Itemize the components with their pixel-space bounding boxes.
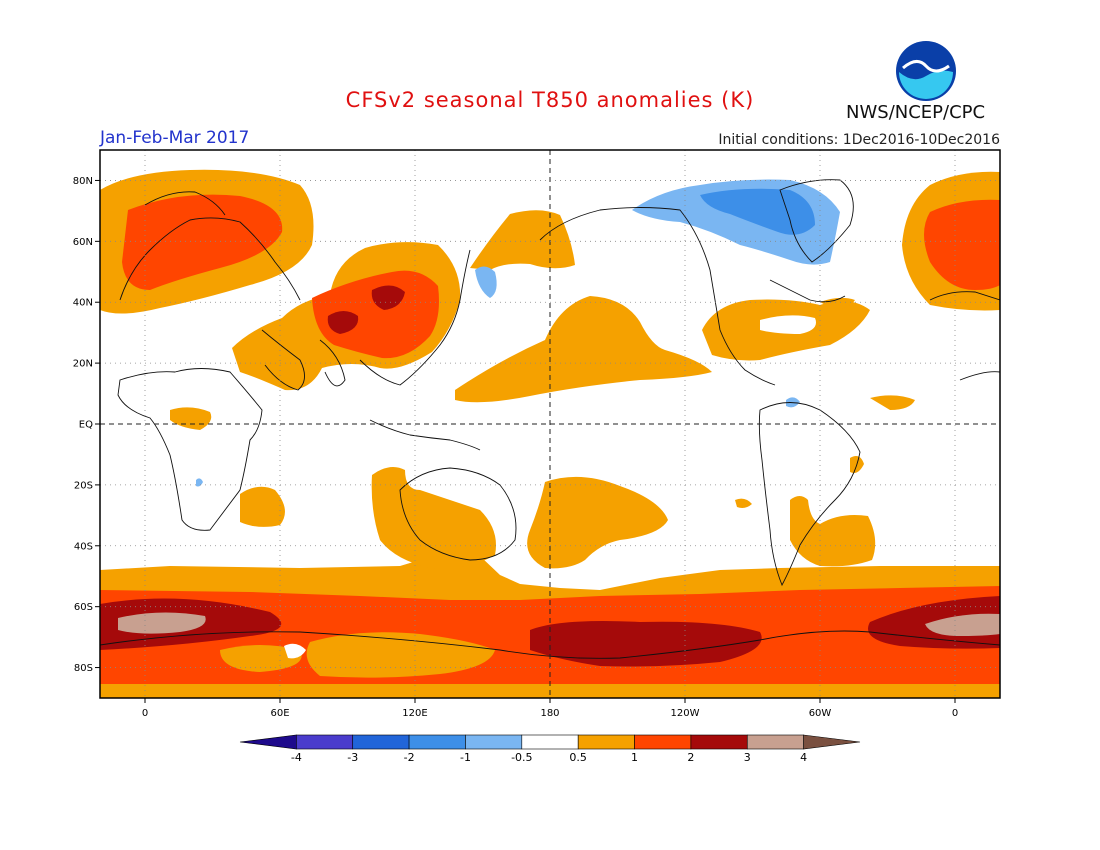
tropical-pacific-anomaly bbox=[455, 296, 712, 403]
lat-tick-label: 40S bbox=[74, 541, 93, 552]
europe-anomaly bbox=[100, 169, 314, 314]
colorbar-label: -1 bbox=[460, 751, 471, 764]
colorbar-label: 1 bbox=[631, 751, 638, 764]
colorbar-bin bbox=[577, 734, 635, 750]
colorbar-label: 4 bbox=[800, 751, 807, 764]
latitude-ticks: 80N 60N 40N 20N EQ 20S 40S 60S 80S bbox=[73, 176, 100, 674]
lat-tick-label: 20N bbox=[73, 359, 93, 370]
coastlines bbox=[100, 179, 1000, 659]
colorbar-label: 0.5 bbox=[569, 751, 587, 764]
north-pacific-anomaly bbox=[470, 210, 575, 270]
lat-tick-label: 60N bbox=[73, 237, 93, 248]
lat-tick-label: 40N bbox=[73, 298, 93, 309]
initial-conditions-label: Initial conditions: 1Dec2016-10Dec2016 bbox=[718, 132, 1000, 148]
colorbar-label: -2 bbox=[404, 751, 415, 764]
figure-title: CFSv2 seasonal T850 anomalies (K) bbox=[345, 88, 755, 112]
lat-tick-label: 20S bbox=[74, 480, 93, 491]
colorbar-bin bbox=[634, 734, 692, 750]
asia-anomaly bbox=[232, 242, 461, 391]
south-indian-anomaly bbox=[240, 466, 496, 569]
colorbar-label: -3 bbox=[347, 751, 358, 764]
noaa-logo bbox=[895, 40, 957, 102]
canada-cold-anomaly bbox=[196, 179, 840, 487]
colorbar-bin bbox=[746, 734, 804, 750]
lon-tick-label: 120E bbox=[402, 708, 427, 719]
period-label: Jan-Feb-Mar 2017 bbox=[100, 128, 250, 148]
colorbar-bin bbox=[465, 734, 523, 750]
colorbar: -4 -3 -2 -1 -0.5 0.5 1 2 3 4 bbox=[239, 734, 861, 764]
lon-tick-label: 0 bbox=[142, 708, 148, 719]
lon-tick-label: 60W bbox=[809, 708, 832, 719]
lon-tick-label: 0 bbox=[952, 708, 958, 719]
lon-tick-label: 180 bbox=[540, 708, 559, 719]
colorbar-bin bbox=[521, 734, 579, 750]
lon-tick-label: 60E bbox=[270, 708, 289, 719]
colorbar-bin bbox=[408, 734, 466, 750]
colorbar-bin bbox=[296, 734, 354, 750]
map-grid bbox=[100, 150, 1000, 698]
colorbar-label: -4 bbox=[291, 751, 302, 764]
north-atlantic-anomaly bbox=[702, 297, 870, 361]
colorbar-bin bbox=[803, 734, 861, 750]
colorbar-bin bbox=[690, 734, 748, 750]
colorbar-label: 3 bbox=[744, 751, 751, 764]
colorbar-label: 2 bbox=[687, 751, 694, 764]
longitude-ticks: 0 60E 120E 180 120W 60W 0 bbox=[142, 698, 958, 719]
lat-tick-label: EQ bbox=[79, 420, 93, 431]
south-pacific-anomaly bbox=[527, 476, 752, 569]
lat-tick-label: 80S bbox=[74, 663, 93, 674]
colorbar-bin bbox=[239, 734, 297, 750]
colorbar-label: -0.5 bbox=[511, 751, 532, 764]
agency-label: NWS/NCEP/CPC bbox=[846, 102, 986, 123]
lon-tick-label: 120W bbox=[671, 708, 700, 719]
lat-tick-label: 80N bbox=[73, 176, 93, 187]
colorbar-bin bbox=[352, 734, 410, 750]
lat-tick-label: 60S bbox=[74, 602, 93, 613]
